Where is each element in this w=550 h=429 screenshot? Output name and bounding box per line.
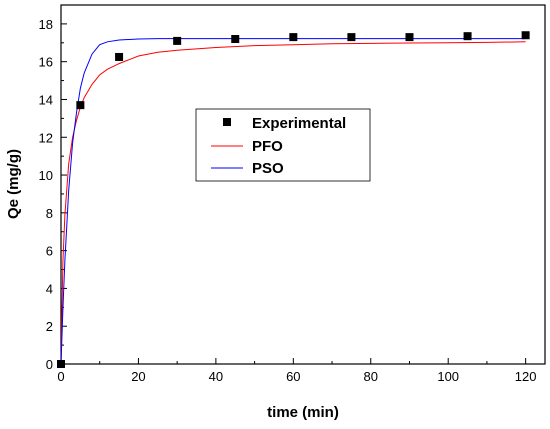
y-axis-title: Qe (mg/g) — [5, 149, 22, 219]
data-point-experimental — [463, 32, 472, 41]
y-tick-label: 12 — [39, 130, 53, 145]
x-tick-label: 0 — [57, 369, 64, 384]
data-point-experimental — [289, 33, 298, 42]
x-tick-label: 120 — [515, 369, 537, 384]
y-tick-label: 0 — [46, 357, 53, 372]
plot-frame — [60, 4, 546, 365]
x-tick-label: 40 — [209, 369, 223, 384]
data-point-experimental — [173, 36, 182, 45]
x-axis-title: time (min) — [267, 404, 339, 421]
legend-label-experimental: Experimental — [252, 115, 346, 132]
y-tick-label: 10 — [39, 168, 53, 183]
x-tick-label: 60 — [286, 369, 300, 384]
x-tick-label: 20 — [131, 369, 145, 384]
data-point-experimental — [76, 101, 85, 110]
x-tick-label: 80 — [364, 369, 378, 384]
series-layer — [57, 31, 530, 368]
y-tick-label: 4 — [46, 281, 53, 296]
legend-label-pso: PSO — [252, 160, 284, 177]
legend: Experimental PFO PSO — [195, 108, 371, 182]
data-point-experimental — [521, 31, 530, 40]
legend-marker-experimental — [223, 118, 231, 126]
series-line-pfo — [60, 41, 526, 365]
series-line-pso — [60, 38, 526, 365]
data-point-experimental — [115, 52, 124, 61]
x-tick-label: 100 — [437, 369, 459, 384]
y-tick-label: 8 — [46, 206, 53, 221]
y-tick-label: 14 — [39, 92, 53, 107]
data-point-experimental — [347, 33, 356, 42]
y-tick-label: 16 — [39, 55, 53, 70]
y-tick-label: 6 — [46, 244, 53, 259]
data-point-experimental — [405, 33, 414, 42]
y-tick-label: 18 — [39, 17, 53, 32]
data-point-experimental — [231, 35, 240, 44]
axis-tick-labels: 0 20 40 60 80 100 120 0 2 4 6 8 10 12 14 16 18 — [39, 17, 537, 384]
legend-label-pfo: PFO — [252, 138, 283, 155]
data-point-experimental — [57, 360, 65, 368]
y-tick-label: 2 — [46, 319, 53, 334]
